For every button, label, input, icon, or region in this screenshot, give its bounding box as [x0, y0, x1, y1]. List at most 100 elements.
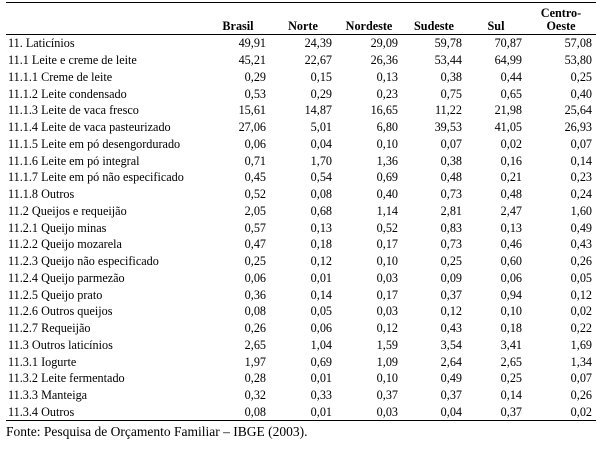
table-row: 11.2.3 Queijo não especificado 0,25 0,12 0,… — [6, 253, 596, 270]
row-label: 11.2.5 Queijo prato — [8, 287, 103, 302]
table-row: 11.3.2 Leite fermentado 0,28 0,01 0,10 0,49 0… — [6, 370, 596, 387]
cell-value: 0,53 — [244, 86, 266, 101]
table-row: 11.1.3 Leite de vaca fresco 15,61 14,87 16,… — [6, 102, 596, 119]
cell-value: 2,05 — [244, 203, 266, 218]
row-label: 11.1.4 Leite de vaca pasteurizado — [8, 120, 171, 135]
data-table: Brasil Norte Nordeste Sudeste Sul Centro… — [6, 3, 596, 421]
cell-value: 0,12 — [376, 321, 398, 336]
cell-value: 0,09 — [440, 270, 462, 285]
row-label: 11.3 Outros laticínios — [8, 337, 113, 352]
table-body: 11. Laticínios 49,91 24,39 29,09 59,78 70,87 5… — [6, 35, 596, 421]
cell-value: 0,38 — [440, 153, 462, 168]
header-norte: Norte — [288, 19, 318, 33]
cell-value: 0,24 — [570, 187, 592, 202]
table-row: 11.3.3 Manteiga 0,32 0,33 0,37 0,37 0,14 0,26 — [6, 387, 596, 404]
cell-value: 1,59 — [376, 337, 398, 352]
cell-value: 0,25 — [570, 69, 592, 84]
cell-value: 5,01 — [310, 120, 332, 135]
row-label: 11.1.8 Outros — [8, 187, 75, 202]
row-label: 11. Laticínios — [8, 36, 75, 51]
cell-value: 0,26 — [570, 388, 592, 403]
cell-value: 0,07 — [440, 136, 462, 151]
cell-value: 0,43 — [570, 237, 592, 252]
cell-value: 0,06 — [310, 321, 332, 336]
cell-value: 0,23 — [376, 86, 398, 101]
cell-value: 0,94 — [500, 287, 522, 302]
cell-value: 0,02 — [570, 304, 592, 319]
row-label: 11.1.1 Creme de leite — [8, 69, 113, 84]
cell-value: 0,13 — [376, 69, 398, 84]
cell-value: 2,64 — [440, 354, 462, 369]
cell-value: 57,08 — [564, 36, 592, 51]
cell-value: 0,26 — [570, 254, 592, 269]
row-label: 11.3.4 Outros — [8, 404, 75, 419]
cell-value: 22,67 — [304, 53, 332, 68]
cell-value: 0,18 — [500, 321, 522, 336]
table-row: 11.2.5 Queijo prato 0,36 0,14 0,17 0,37 0,94 0… — [6, 286, 596, 303]
cell-value: 0,73 — [440, 187, 462, 202]
cell-value: 0,33 — [310, 388, 332, 403]
cell-value: 1,36 — [376, 153, 398, 168]
cell-value: 0,10 — [376, 254, 398, 269]
cell-value: 16,65 — [370, 103, 398, 118]
cell-value: 1,97 — [244, 354, 266, 369]
table-row: 11.1.6 Leite em pó integral 0,71 1,70 1,36 0… — [6, 152, 596, 169]
cell-value: 0,02 — [500, 136, 522, 151]
cell-value: 53,80 — [564, 53, 592, 68]
cell-value: 0,06 — [244, 270, 266, 285]
header-sudeste: Sudeste — [414, 19, 454, 33]
cell-value: 0,52 — [244, 187, 266, 202]
cell-value: 0,12 — [310, 254, 332, 269]
row-label: 11.1.3 Leite de vaca fresco — [8, 103, 139, 118]
cell-value: 2,65 — [244, 337, 266, 352]
cell-value: 1,69 — [570, 337, 592, 352]
cell-value: 0,60 — [500, 254, 522, 269]
cell-value: 25,64 — [564, 103, 592, 118]
table-row: 11.1.1 Creme de leite 0,29 0,15 0,13 0,38 0,4… — [6, 69, 596, 86]
table-row: 11.1 Leite e creme de leite 45,21 22,67 26,… — [6, 52, 596, 69]
document-table-figure: Brasil Norte Nordeste Sudeste Sul Centro… — [6, 0, 596, 440]
cell-value: 0,37 — [376, 388, 398, 403]
cell-value: 0,14 — [570, 153, 592, 168]
cell-value: 0,36 — [244, 287, 266, 302]
cell-value: 0,21 — [500, 170, 522, 185]
cell-value: 0,01 — [310, 270, 332, 285]
cell-value: 0,48 — [500, 187, 522, 202]
cell-value: 0,49 — [440, 371, 462, 386]
cell-value: 0,05 — [310, 304, 332, 319]
row-label: 11.1.6 Leite em pó integral — [8, 153, 140, 168]
cell-value: 0,68 — [310, 203, 332, 218]
header-brasil: Brasil — [222, 19, 254, 33]
cell-value: 0,12 — [570, 287, 592, 302]
row-label: 11.3.3 Manteiga — [8, 388, 88, 403]
cell-value: 0,52 — [376, 220, 398, 235]
cell-value: 0,54 — [310, 170, 332, 185]
cell-value: 0,25 — [500, 371, 522, 386]
cell-value: 0,43 — [440, 321, 462, 336]
table-row: 11.2.1 Queijo minas 0,57 0,13 0,52 0,83 0,13 0… — [6, 219, 596, 236]
cell-value: 45,21 — [238, 53, 266, 68]
cell-value: 2,65 — [500, 354, 522, 369]
cell-value: 0,32 — [244, 388, 266, 403]
cell-value: 0,25 — [440, 254, 462, 269]
cell-value: 0,10 — [500, 304, 522, 319]
header-centro-oeste-line2: Oeste — [546, 19, 576, 33]
cell-value: 0,07 — [570, 371, 592, 386]
cell-value: 0,23 — [570, 170, 592, 185]
cell-value: 0,01 — [310, 404, 332, 419]
header-sul: Sul — [487, 19, 505, 33]
cell-value: 27,06 — [238, 120, 266, 135]
cell-value: 41,05 — [494, 120, 522, 135]
table-row: 11.1.4 Leite de vaca pasteurizado 27,06 5,… — [6, 119, 596, 136]
cell-value: 0,01 — [310, 371, 332, 386]
cell-value: 0,17 — [376, 287, 398, 302]
cell-value: 64,99 — [494, 53, 522, 68]
cell-value: 0,71 — [244, 153, 266, 168]
cell-value: 0,22 — [570, 321, 592, 336]
cell-value: 26,36 — [370, 53, 398, 68]
cell-value: 11,22 — [435, 103, 462, 118]
table-row: 11.2.6 Outros queijos 0,08 0,05 0,03 0,12 0,1… — [6, 303, 596, 320]
cell-value: 0,37 — [500, 404, 522, 419]
table-row: 11.3.1 Iogurte 1,97 0,69 1,09 2,64 2,65 1,34 — [6, 353, 596, 370]
cell-value: 2,81 — [440, 203, 462, 218]
